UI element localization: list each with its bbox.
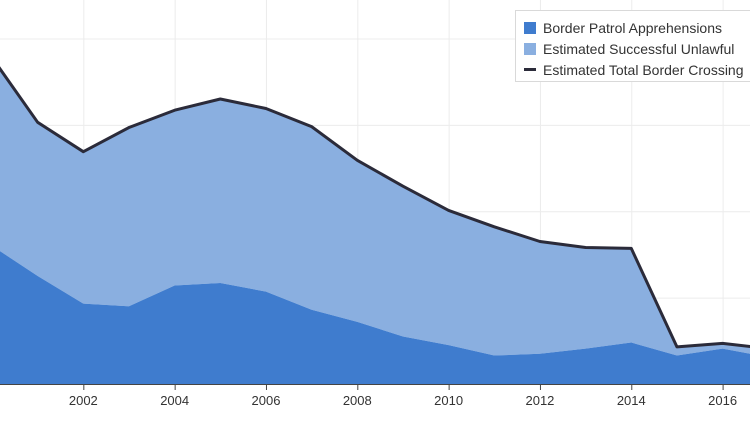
x-tick-label-7: 2014 [617,393,646,408]
area-successful-unlawful [0,68,750,356]
legend-item-apprehensions[interactable]: Border Patrol Apprehensions [524,17,750,38]
x-tick-label-1: 2002 [69,393,98,408]
x-tick-label-5: 2010 [434,393,463,408]
legend-swatch-successful-unlawful [524,42,536,55]
legend-label-apprehensions: Border Patrol Apprehensions [543,19,722,36]
x-tick-label-3: 2006 [252,393,281,408]
legend-label-successful-unlawful: Estimated Successful Unlawful [543,40,735,57]
line-series [0,66,750,349]
x-tick-label-4: 2008 [343,393,372,408]
area-apprehensions [0,251,750,384]
legend-swatch-apprehensions [524,21,536,34]
x-tick-label-2: 2004 [160,393,189,408]
area-series [0,68,750,384]
legend-item-total-crossings[interactable]: Estimated Total Border Crossing [524,59,750,80]
line-total-crossings [0,66,750,349]
legend-item-successful-unlawful[interactable]: Estimated Successful Unlawful [524,38,750,59]
x-axis: 020022004200620082010201220142016 [0,384,750,408]
x-tick-label-6: 2012 [525,393,554,408]
legend-swatch-total-crossings [524,68,536,71]
legend: Border Patrol Apprehensions Estimated Su… [515,10,750,82]
legend-label-total-crossings: Estimated Total Border Crossing [543,61,744,78]
x-tick-label-8: 2016 [708,393,737,408]
